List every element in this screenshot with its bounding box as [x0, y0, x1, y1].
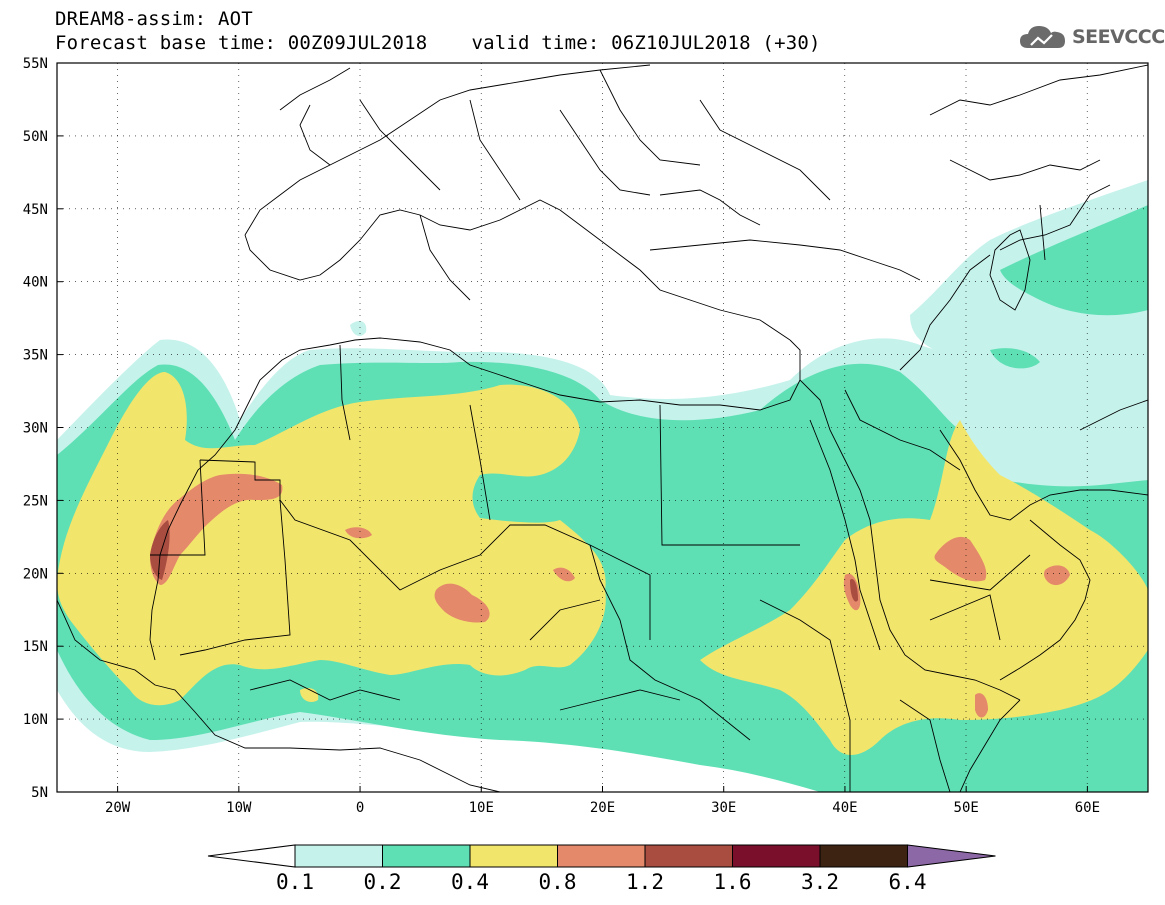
lon-tick-label: 60E	[1075, 800, 1100, 816]
lat-tick-label: 45N	[23, 202, 48, 218]
lon-tick-label: 30E	[711, 800, 736, 816]
lon-tick-label: 10W	[226, 800, 252, 816]
valid-time: valid time: 06Z10JUL2018 (+30)	[471, 32, 821, 54]
colorbar	[207, 844, 996, 868]
colorbar-segment	[644, 844, 733, 868]
lat-tick-label: 30N	[23, 421, 48, 437]
colorbar-segment	[382, 844, 471, 868]
lon-tick-label: 10E	[469, 800, 494, 816]
lon-tick-label: 0	[356, 800, 364, 816]
lat-tick-label: 15N	[23, 639, 48, 655]
lon-tick-label: 20W	[105, 800, 131, 816]
colorbar-over-triangle	[907, 844, 996, 868]
lat-tick-label: 35N	[23, 348, 48, 364]
base-time: Forecast base time: 00Z09JUL2018	[55, 32, 428, 54]
map-subtitle: Forecast base time: 00Z09JUL2018 valid ti…	[55, 32, 821, 54]
aot-band-0.8	[150, 473, 1070, 718]
colorbar-segment	[732, 844, 821, 868]
colorbar-segment	[819, 844, 908, 868]
lat-tick-label: 40N	[23, 275, 48, 291]
lon-tick-label: 40E	[832, 800, 857, 816]
seevccc-logo: SEEVCCC	[1018, 22, 1165, 52]
lat-tick-label: 50N	[23, 129, 48, 145]
aot-band-0.4	[57, 372, 1148, 755]
longitude-labels: 20W 10W 0 10E 20E 30E 40E 50E 60E	[105, 786, 1100, 816]
map-title: DREAM8-assim: AOT	[55, 8, 253, 30]
colorbar-segment	[294, 844, 383, 868]
aot-contours	[57, 63, 1148, 792]
logo-text: SEEVCCC	[1072, 26, 1165, 48]
cloud-icon	[1020, 26, 1065, 48]
lat-tick-label: 10N	[23, 712, 48, 728]
colorbar-under-triangle	[207, 844, 296, 868]
coastlines-borders	[57, 64, 1148, 792]
colorbar-segment	[557, 844, 646, 868]
lat-tick-label: 55N	[23, 56, 48, 72]
aot-band-1.2	[150, 520, 858, 602]
latitude-labels: 5N 10N 15N 20N 25N 30N 35N 40N 45N 50N 55N	[23, 56, 63, 801]
lon-tick-label: 50E	[954, 800, 979, 816]
lon-tick-label: 20E	[590, 800, 615, 816]
lat-tick-label: 5N	[31, 785, 48, 801]
colorbar-segment	[469, 844, 558, 868]
lat-tick-label: 25N	[23, 493, 48, 509]
lat-tick-label: 20N	[23, 566, 48, 582]
